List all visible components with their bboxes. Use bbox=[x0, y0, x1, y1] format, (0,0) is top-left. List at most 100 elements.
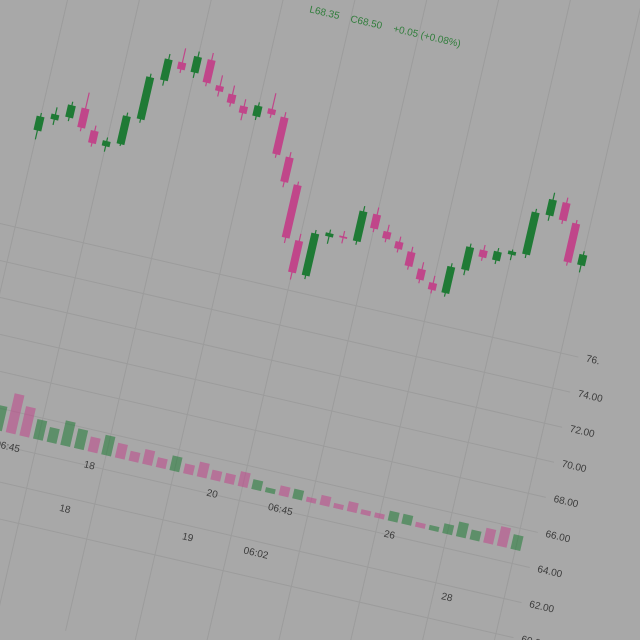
y-tick-label: 60.00 bbox=[520, 634, 547, 640]
candle-body bbox=[280, 156, 294, 183]
candle-body bbox=[65, 104, 76, 119]
candle-body bbox=[522, 211, 540, 256]
x-tick-label: 06:45 bbox=[267, 502, 294, 518]
candle-body bbox=[288, 240, 304, 274]
candle-body bbox=[382, 230, 392, 240]
candle-body bbox=[238, 105, 249, 115]
candle-body bbox=[252, 104, 263, 118]
candle-body bbox=[88, 129, 99, 145]
x-tick-label-2: 18 bbox=[58, 503, 72, 516]
candle-body bbox=[558, 201, 571, 222]
candle-body bbox=[492, 250, 502, 262]
candle-body bbox=[404, 251, 416, 268]
candle-body bbox=[77, 107, 90, 129]
y-tick-label: 64.00 bbox=[536, 564, 563, 580]
volume-bar bbox=[128, 450, 141, 463]
volume-bar bbox=[251, 479, 264, 492]
candle-body bbox=[545, 198, 557, 217]
grid-line-v bbox=[0, 0, 110, 600]
volume-bar bbox=[387, 510, 400, 523]
grid-line bbox=[0, 271, 563, 428]
volume-bar bbox=[223, 472, 236, 485]
volume-bar bbox=[278, 485, 291, 498]
candle-body bbox=[427, 282, 438, 291]
wick bbox=[326, 229, 332, 244]
candle-body bbox=[478, 249, 488, 259]
volume-bar bbox=[442, 523, 455, 536]
candle-body bbox=[507, 250, 517, 256]
grid-line bbox=[0, 201, 579, 358]
x-tick-label: 26 bbox=[383, 529, 397, 542]
candle-body bbox=[101, 140, 111, 148]
candle-body bbox=[415, 268, 426, 281]
candle-body bbox=[339, 235, 348, 239]
volume-bar bbox=[428, 524, 440, 533]
volume-bar bbox=[496, 526, 512, 548]
x-tick-label: 06:45 bbox=[0, 439, 21, 455]
candle-body bbox=[394, 241, 404, 250]
volume-bar bbox=[87, 436, 101, 454]
grid-line-v bbox=[269, 0, 451, 640]
volume-bar bbox=[169, 455, 183, 473]
volume-bar bbox=[114, 442, 128, 460]
candle-body bbox=[272, 116, 289, 156]
volume-bar bbox=[101, 434, 116, 457]
header-change: +0.05 (+0.08%) bbox=[392, 24, 462, 50]
x-tick-label-2: 19 bbox=[181, 531, 195, 544]
grid-line bbox=[0, 481, 514, 639]
y-tick-label: 62.00 bbox=[528, 599, 555, 615]
candle-body bbox=[301, 232, 320, 277]
volume-bar bbox=[360, 509, 372, 517]
candle-body bbox=[33, 115, 45, 132]
grid-line bbox=[0, 306, 555, 463]
grid-line bbox=[0, 446, 522, 604]
grid-line bbox=[0, 411, 530, 569]
volume-bar bbox=[183, 463, 196, 476]
candle-body bbox=[267, 108, 277, 116]
y-tick-label: 68.00 bbox=[552, 494, 579, 510]
grid-line-v bbox=[337, 0, 519, 640]
x-tick-label: 18 bbox=[83, 459, 97, 472]
candle-body bbox=[563, 222, 581, 264]
volume-bar bbox=[155, 457, 168, 470]
volume-bar bbox=[32, 418, 48, 441]
y-tick-label: 72.00 bbox=[569, 424, 596, 440]
volume-bar bbox=[292, 488, 305, 501]
volume-bar bbox=[455, 521, 469, 539]
grid-line-v bbox=[65, 0, 247, 631]
candle-body bbox=[325, 232, 334, 238]
volume-bar bbox=[210, 469, 223, 482]
volume-bar bbox=[305, 496, 317, 504]
grid-line-v bbox=[0, 0, 178, 616]
x-tick-label-2: 06:02 bbox=[242, 546, 269, 562]
candle-body bbox=[136, 76, 155, 121]
x-tick-label: 20 bbox=[205, 488, 219, 501]
volume-bar bbox=[196, 461, 210, 479]
y-tick-label: 74.00 bbox=[577, 389, 604, 405]
candle-body bbox=[441, 265, 456, 294]
candle-body bbox=[352, 210, 368, 243]
candle-body bbox=[160, 58, 173, 82]
volume-bar bbox=[264, 487, 276, 495]
volume-bar bbox=[346, 501, 359, 514]
candle-body bbox=[116, 115, 131, 146]
header-low: L68.35 bbox=[308, 4, 341, 22]
candle-body bbox=[214, 85, 224, 93]
grid-line bbox=[0, 376, 538, 533]
volume-bar bbox=[319, 494, 332, 507]
candle-body bbox=[202, 59, 216, 84]
volume-bar bbox=[237, 471, 251, 488]
volume-bar bbox=[142, 449, 156, 466]
candle-body bbox=[190, 55, 202, 74]
volume-bar bbox=[333, 502, 344, 511]
volume-bar bbox=[19, 406, 36, 438]
grid-line bbox=[0, 236, 571, 393]
candle-body bbox=[226, 93, 237, 105]
volume-bar bbox=[60, 420, 76, 448]
candle-body bbox=[50, 113, 60, 121]
header-close: C68.50 bbox=[349, 14, 383, 32]
candle-body bbox=[370, 213, 382, 230]
grid-line-v bbox=[406, 0, 588, 640]
